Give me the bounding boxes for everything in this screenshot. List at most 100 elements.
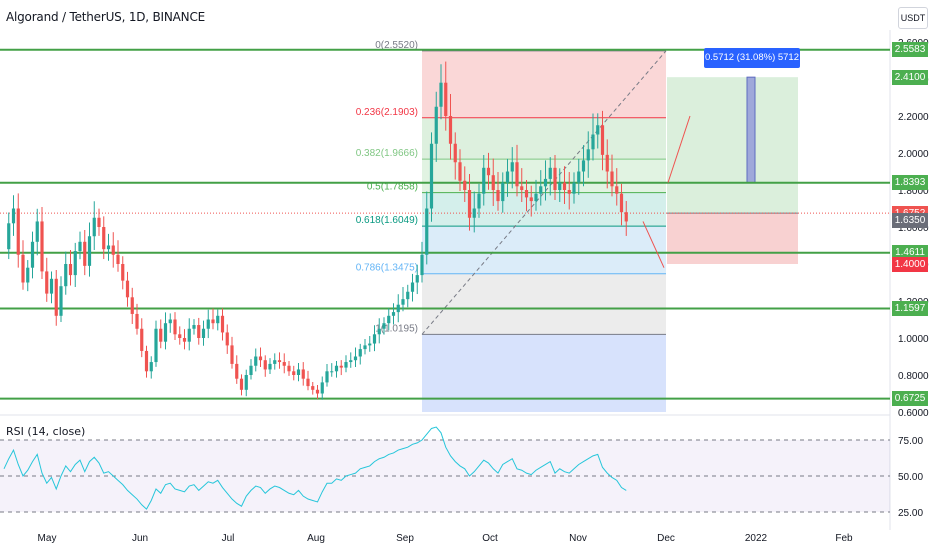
candle-body bbox=[410, 282, 415, 292]
candle-body bbox=[277, 360, 282, 363]
candle-body bbox=[391, 312, 396, 316]
price-tick-label: 0.8000 bbox=[898, 371, 929, 382]
fib-level-label: 0.382(1.9666) bbox=[356, 148, 418, 159]
candle-body bbox=[434, 106, 438, 144]
candle-body bbox=[78, 241, 82, 252]
fib-level-label: 0.786(1.3475) bbox=[356, 263, 418, 274]
price-level-badge: 2.4100 bbox=[892, 69, 928, 85]
candle-body bbox=[11, 208, 16, 224]
candle-body bbox=[382, 323, 386, 329]
candle-body bbox=[192, 325, 196, 329]
price-level-badge: 1.6350 bbox=[892, 213, 928, 229]
candle-body bbox=[197, 325, 201, 338]
candle-body bbox=[439, 82, 443, 107]
candle-body bbox=[73, 251, 77, 276]
candle-body bbox=[216, 315, 220, 324]
candle-body bbox=[225, 332, 229, 346]
candle-body bbox=[121, 264, 125, 281]
candle-body bbox=[368, 343, 372, 346]
candle-body bbox=[548, 167, 552, 179]
candle-body bbox=[54, 278, 58, 316]
time-tick-label: Oct bbox=[482, 533, 498, 544]
time-tick-label: 2022 bbox=[745, 533, 768, 544]
candle-body bbox=[486, 167, 491, 176]
candle-body bbox=[553, 167, 557, 190]
candle-body bbox=[254, 356, 258, 366]
candle-body bbox=[45, 271, 49, 294]
candle-body bbox=[130, 297, 134, 314]
price-level-badge: 1.4000 bbox=[892, 256, 928, 272]
fib-trend-line bbox=[421, 50, 667, 335]
candle-body bbox=[201, 328, 206, 338]
candle-body bbox=[372, 334, 377, 344]
price-tick-label: 1.8000 bbox=[898, 186, 929, 197]
candle-body bbox=[429, 143, 434, 209]
candle-body bbox=[467, 190, 472, 218]
candle-body bbox=[68, 264, 73, 276]
candle-body bbox=[244, 375, 248, 390]
candle-body bbox=[87, 236, 92, 266]
price-level-badge: 1.8393 bbox=[892, 175, 928, 191]
candle-body bbox=[562, 182, 567, 190]
candle-body bbox=[230, 345, 234, 364]
candle-body bbox=[358, 349, 362, 357]
candle-body bbox=[444, 82, 448, 116]
candle-body bbox=[83, 241, 87, 266]
candle-body bbox=[239, 378, 244, 390]
candle-body bbox=[59, 286, 63, 316]
candle-body bbox=[263, 360, 267, 370]
rsi-band bbox=[0, 440, 890, 512]
time-tick-label: Jun bbox=[132, 533, 148, 544]
candle-body bbox=[258, 356, 263, 361]
price-level-badge: 1.4611 bbox=[892, 245, 928, 261]
candle-body bbox=[30, 241, 35, 268]
candle-body bbox=[577, 171, 581, 183]
candle-body bbox=[396, 304, 400, 313]
measure-label: 0.5712 (31.08%) 5712 bbox=[704, 48, 800, 68]
candle-body bbox=[448, 116, 453, 144]
candle-body bbox=[268, 363, 272, 370]
candle-body bbox=[420, 254, 424, 276]
candle-body bbox=[287, 365, 291, 372]
candle-body bbox=[415, 275, 419, 283]
candle-body bbox=[453, 143, 457, 163]
fib-zone bbox=[422, 117, 666, 160]
time-tick-label: Dec bbox=[657, 533, 675, 544]
candle-body bbox=[529, 197, 533, 202]
projection-arrow-up bbox=[667, 115, 691, 183]
rsi-indicator-title[interactable]: RSI (14, close) bbox=[6, 425, 86, 438]
candle-body bbox=[581, 160, 586, 172]
candle-body bbox=[605, 154, 609, 172]
candle-body bbox=[149, 362, 153, 372]
candle-body bbox=[311, 386, 315, 390]
currency-selector[interactable]: USDT bbox=[898, 7, 928, 29]
price-tick-label: 0.6000 bbox=[898, 408, 929, 419]
candle-body bbox=[7, 223, 11, 250]
fib-zone bbox=[422, 273, 666, 335]
candle-body bbox=[477, 193, 481, 209]
time-tick-label: Sep bbox=[396, 533, 414, 544]
candle-body bbox=[173, 319, 177, 335]
price-level-badge: 2.5583 bbox=[892, 42, 928, 58]
time-tick-label: Nov bbox=[569, 533, 587, 544]
candle-body bbox=[401, 299, 405, 305]
candle-body bbox=[406, 291, 410, 300]
candle-body bbox=[572, 182, 576, 194]
candle-body bbox=[320, 382, 324, 394]
candle-body bbox=[619, 193, 624, 213]
price-tick-label: 2.2000 bbox=[898, 112, 929, 123]
fib-zone bbox=[422, 192, 666, 227]
candle-body bbox=[35, 221, 39, 242]
candle-body bbox=[125, 280, 130, 298]
candle-body bbox=[211, 319, 215, 324]
candle-body bbox=[463, 180, 467, 190]
time-tick-label: Aug bbox=[307, 533, 325, 544]
candle-body bbox=[220, 315, 225, 333]
chart-title: Algorand / TetherUS, 1D, BINANCE bbox=[6, 10, 206, 24]
candle-body bbox=[106, 245, 111, 250]
candle-body bbox=[282, 362, 286, 366]
candle-body bbox=[49, 278, 54, 294]
candle-body bbox=[458, 162, 462, 181]
